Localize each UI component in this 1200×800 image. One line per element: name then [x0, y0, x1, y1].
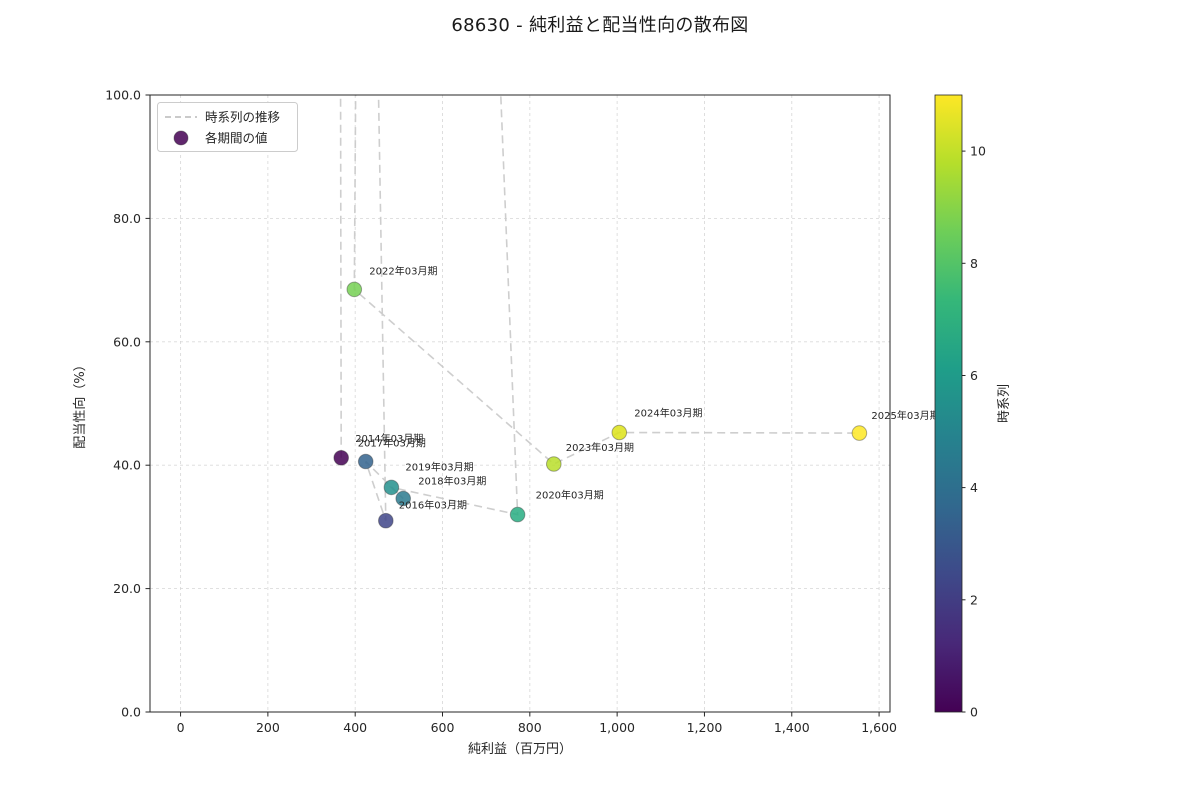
data-point-8 [346, 281, 363, 298]
y-axis-label: 配当性向（%） [72, 358, 88, 448]
point-label-9: 2023年03月期 [566, 441, 634, 454]
point-label-6: 2020年03月期 [536, 489, 604, 502]
series-line-group [339, 95, 860, 521]
y-tick-label: 80.0 [113, 211, 141, 226]
colorbar-tick-label: 0 [970, 705, 978, 720]
data-point-0 [333, 450, 350, 466]
colorbar-tick-label: 8 [970, 256, 978, 271]
x-tick-label: 800 [518, 720, 542, 735]
point-label-5: 2019年03月期 [405, 460, 473, 473]
data-point-4 [395, 490, 412, 507]
chart-title: 68630 - 純利益と配当性向の散布図 [451, 15, 749, 36]
x-tick-label: 0 [177, 720, 185, 735]
x-tick-label: 1,600 [861, 720, 897, 735]
colorbar-tick-label: 4 [970, 480, 978, 495]
x-tick-labels: 0 200 400 600 800 1,000 1,200 1,400 1,600 [177, 720, 897, 735]
point-label-0: 2014年03月期 [355, 432, 423, 445]
colorbar-label: 時系列 [997, 384, 1012, 423]
y-tick-label: 20.0 [113, 581, 141, 596]
point-annotations: 2014年03月期 2016年03月期 2017年03月期 2018年03月期 2019… [355, 264, 939, 511]
data-point-11 [851, 425, 868, 441]
grid [150, 94, 890, 713]
legend-box [157, 102, 298, 152]
data-point-6 [509, 506, 526, 523]
point-label-2: 2016年03月期 [399, 499, 467, 512]
point-label-3: 2017年03月期 [358, 437, 426, 450]
data-point-2 [378, 512, 394, 529]
point-label-8: 2022年03月期 [369, 264, 437, 277]
data-point-3 [357, 453, 374, 470]
y-tick-label: 0.0 [121, 705, 141, 720]
legend-point-label: 各期間の値 [205, 131, 268, 146]
y-tick-label: 100.0 [105, 88, 141, 103]
x-tick-label: 400 [343, 720, 367, 735]
colorbar-tick-label: 10 [970, 144, 986, 159]
data-point-5 [383, 479, 400, 496]
point-label-11: 2025年03月期 [871, 409, 939, 422]
tick-marks [145, 94, 880, 717]
x-axis-label: 純利益（百万円） [468, 742, 572, 757]
x-tick-label: 200 [256, 720, 280, 735]
data-point-10 [611, 424, 628, 441]
x-tick-label: 600 [431, 720, 455, 735]
data-points [333, 281, 868, 529]
y-tick-labels: 0.0 20.0 40.0 60.0 80.0 100.0 [105, 88, 141, 720]
x-tick-label: 1,400 [774, 720, 810, 735]
point-label-4: 2018年03月期 [418, 475, 486, 488]
colorbar-ticks: 0 2 4 6 8 10 [962, 144, 986, 720]
y-tick-label: 60.0 [113, 334, 141, 349]
legend-line-label: 時系列の推移 [205, 110, 280, 125]
colorbar-tick-label: 2 [970, 592, 978, 607]
colorbar-gradient [934, 94, 963, 713]
series-line [339, 95, 860, 521]
legend-point-sample [173, 130, 189, 146]
colorbar: 0 2 4 6 8 10 時系列 [934, 94, 1012, 720]
x-tick-label: 1,000 [599, 720, 635, 735]
y-tick-label: 40.0 [113, 458, 141, 473]
data-point-9 [546, 456, 562, 472]
point-label-10: 2024年03月期 [634, 407, 702, 420]
colorbar-tick-label: 6 [970, 368, 978, 383]
plot-frame [149, 94, 891, 713]
x-tick-label: 1,200 [687, 720, 723, 735]
